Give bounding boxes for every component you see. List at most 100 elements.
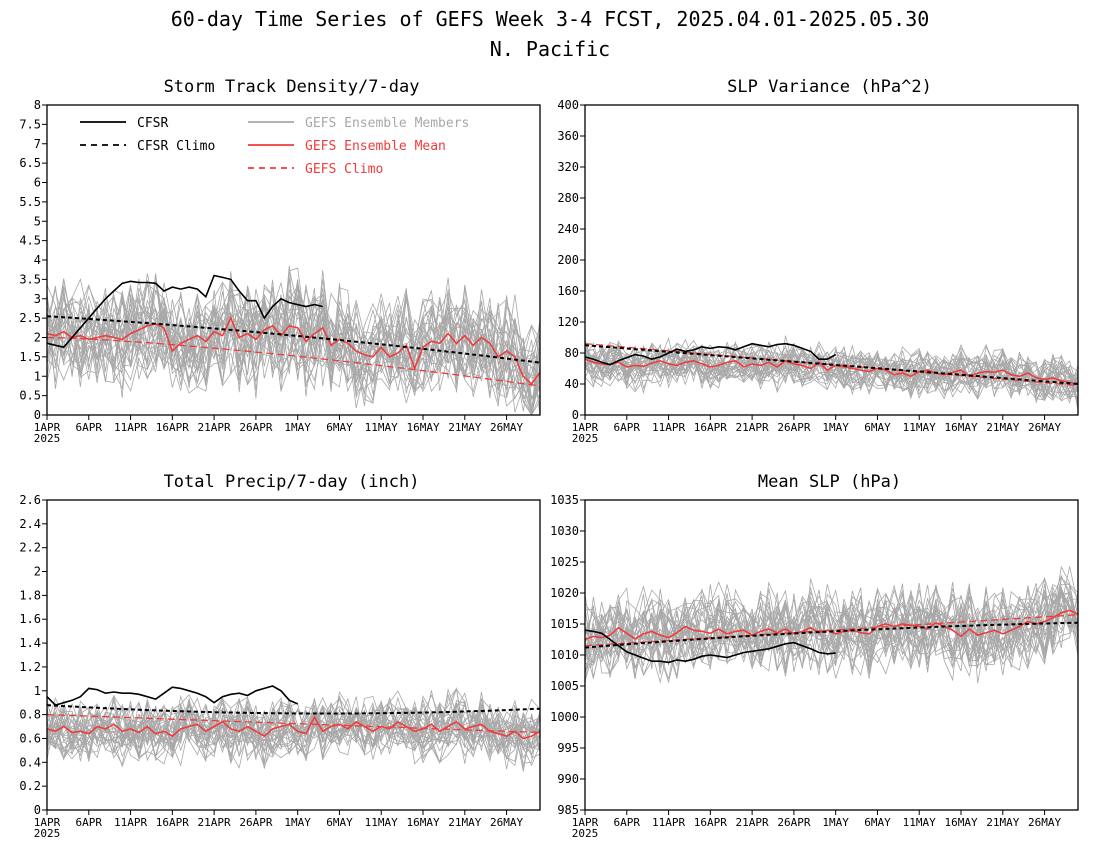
chart-panel-3: Total Precip/7-day (inch)00.20.40.60.811… [19, 472, 541, 840]
chart-panels: Storm Track Density/7-day 0 0.5 1 1.5 2 2.5 3 3.… [19, 77, 1079, 840]
x-tick-label: 16APR [694, 816, 727, 829]
x-tick-label: 6APR [76, 816, 103, 829]
ensemble-member-line [585, 584, 1078, 679]
x-tick-label: 1APR [572, 421, 599, 434]
x-year-label: 2025 [34, 432, 61, 445]
x-tick-label: 21MAY [448, 421, 481, 434]
x-tick-label: 21MAY [448, 816, 481, 829]
ensemble-member-line [47, 702, 540, 768]
y-tick-label: 200 [557, 253, 579, 267]
ensemble-member-line [47, 281, 540, 399]
legend-members: GEFS Ensemble Members [248, 116, 469, 131]
gefs-ensemble-mean-line [47, 316, 540, 386]
y-tick-label: 1005 [550, 679, 579, 693]
plot-area [585, 565, 1078, 684]
x-tick-label: 26MAY [1028, 816, 1061, 829]
x-year-label: 2025 [572, 827, 599, 840]
plot-frame [584, 104, 1079, 416]
y-tick-label: 1.4 [19, 636, 41, 650]
y-tick-label: 5.5 [19, 195, 41, 209]
legend-label: GEFS Ensemble Members [305, 116, 469, 131]
figure-title: 60-day Time Series of GEFS Week 3-4 FCST… [171, 7, 930, 31]
y-tick-label: 6.5 [19, 156, 41, 170]
x-tick-label: 26MAY [490, 816, 523, 829]
cfsr-climo-line [585, 344, 1078, 385]
y-tick-label: 2.5 [19, 311, 41, 325]
y-tick-label: 360 [557, 129, 579, 143]
y-tick-label: 0 [34, 408, 41, 422]
x-tick-label: 26MAY [1028, 421, 1061, 434]
ensemble-member-line [585, 342, 1078, 401]
x-year-label: 2025 [572, 432, 599, 445]
ensemble-member-line [585, 587, 1078, 668]
y-tick-label: 0.2 [19, 779, 41, 793]
x-tick-label: 1APR [34, 421, 61, 434]
x-tick-label: 6MAY [864, 816, 891, 829]
legend-gefs-climo: GEFS Climo [248, 162, 383, 177]
chart-panel-1: Storm Track Density/7-day 0 0.5 1 1.5 2 2.5 3 3.… [19, 77, 541, 445]
ensemble-member-line [47, 696, 540, 759]
y-tick-label: 1010 [550, 648, 579, 662]
panel-title: SLP Variance (hPa^2) [727, 77, 932, 97]
y-tick-label: 1.5 [19, 350, 41, 364]
y-tick-label: 1.2 [19, 660, 41, 674]
y-tick-label: 1000 [550, 710, 579, 724]
ensemble-member-line [585, 348, 1078, 408]
ensemble-member-line [47, 280, 540, 415]
y-tick-label: 40 [565, 377, 579, 391]
y-tick-label: 160 [557, 284, 579, 298]
ensemble-member-line [47, 695, 540, 764]
y-tick-label: 280 [557, 191, 579, 205]
y-tick-label: 5 [34, 214, 41, 228]
panel-title: Total Precip/7-day (inch) [164, 472, 420, 492]
x-tick-label: 16MAY [406, 421, 439, 434]
ensemble-member-line [585, 341, 1078, 405]
figure-subtitle: N. Pacific [490, 37, 610, 61]
x-tick-label: 1MAY [822, 421, 849, 434]
cfsr-line [47, 685, 299, 706]
y-tick-label: 0.4 [19, 755, 41, 769]
y-tick-label: 320 [557, 160, 579, 174]
ensemble-member-line [47, 688, 540, 763]
x-tick-label: 6APR [76, 421, 103, 434]
y-tick-label: 8 [34, 98, 41, 112]
ensemble-member-line [585, 584, 1078, 681]
y-tick-label: 1 [34, 684, 41, 698]
y-tick-label: 990 [557, 772, 579, 786]
x-tick-label: 26APR [239, 421, 272, 434]
cfsr-climo-line [47, 704, 540, 715]
plot-area [47, 265, 540, 415]
y-tick-label: 80 [565, 346, 579, 360]
x-tick-label: 16MAY [406, 816, 439, 829]
cfsr-line [585, 629, 836, 664]
x-tick-label: 6MAY [326, 421, 353, 434]
x-tick-label: 16APR [694, 421, 727, 434]
x-tick-label: 21MAY [986, 421, 1019, 434]
legend-label: CFSR Climo [137, 139, 215, 154]
legend-label: GEFS Ensemble Mean [305, 139, 446, 154]
y-tick-label: 1015 [550, 617, 579, 631]
y-tick-label: 400 [557, 98, 579, 112]
y-tick-label: 6 [34, 176, 41, 190]
y-tick-label: 1030 [550, 524, 579, 538]
x-tick-label: 6MAY [326, 816, 353, 829]
y-tick-label: 1.6 [19, 612, 41, 626]
ensemble-member-line [585, 341, 1078, 400]
x-year-label: 2025 [34, 827, 61, 840]
y-tick-label: 7.5 [19, 117, 41, 131]
x-tick-label: 11MAY [903, 816, 936, 829]
plot-area [585, 335, 1078, 411]
ensemble-member-line [585, 575, 1078, 674]
gefs-ensemble-mean-line [585, 358, 1078, 385]
y-tick-label: 0 [34, 803, 41, 817]
x-tick-label: 16APR [156, 421, 189, 434]
y-tick-label: 1035 [550, 493, 579, 507]
ensemble-member-line [47, 268, 540, 415]
ensemble-member-line [585, 577, 1078, 671]
y-tick-label: 2.6 [19, 493, 41, 507]
y-tick-label: 1020 [550, 586, 579, 600]
ensemble-member-line [585, 574, 1078, 679]
chart-panel-2: SLP Variance (hPa^2) 0 40 80 120 160 200 240 280… [557, 77, 1079, 445]
y-tick-label: 4 [34, 253, 41, 267]
x-tick-label: 21MAY [986, 816, 1019, 829]
